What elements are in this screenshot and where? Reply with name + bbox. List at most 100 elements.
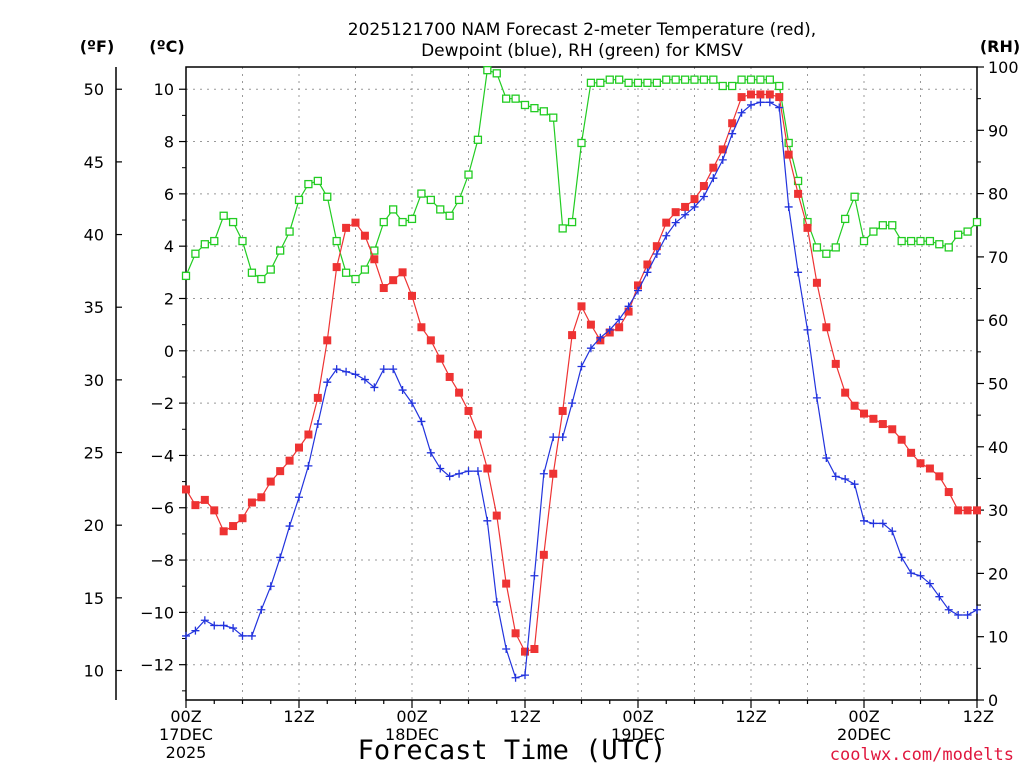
rh-point [709, 75, 718, 84]
rh-point [841, 214, 850, 224]
dewpoint-point [257, 605, 266, 614]
temperature-point [304, 430, 313, 439]
celsius-tick-label: −10 [140, 603, 174, 622]
dewpoint-point [784, 202, 793, 211]
temperature-point [888, 425, 897, 434]
dewpoint-point [511, 673, 520, 682]
temperature-point [521, 647, 529, 656]
temperature-point [850, 401, 859, 410]
rh-point [850, 192, 859, 201]
credit-label: coolwx.com/modelts [830, 745, 1014, 765]
temperature-point [615, 323, 624, 332]
dewpoint-point [445, 472, 454, 481]
temperature-point [408, 291, 416, 300]
rh-point [266, 265, 275, 274]
fahrenheit-tick-label: 25 [84, 444, 104, 463]
rh-point [756, 75, 765, 84]
temperature-point [257, 493, 266, 502]
temperature-point [671, 208, 680, 217]
rh-point [313, 176, 322, 186]
temperature-point [916, 459, 925, 468]
temperature-point [229, 522, 238, 531]
temperature-point [577, 302, 586, 311]
rh-point [633, 78, 643, 87]
time-tick-label: 00Z [170, 707, 201, 726]
rh-point [407, 214, 417, 224]
dewpoint-point [662, 231, 671, 240]
rh-point [304, 179, 313, 189]
rh-point [238, 236, 247, 246]
rh-point [690, 75, 699, 84]
dewpoint-point [671, 218, 680, 227]
dewpoint-point [219, 621, 228, 630]
temperature-point [342, 223, 351, 232]
celsius-tick-label: −8 [150, 551, 174, 570]
celsius-axis: −12 −10 −8 −6 −4 −2 0 2 4 6 8 10 [140, 80, 186, 692]
x-axis-title: Forecast Time (UTC) [358, 735, 667, 766]
dewpoint-point [323, 378, 332, 387]
temperature-point [360, 231, 369, 240]
rh-point [831, 243, 840, 252]
temperature-point [737, 93, 746, 102]
temperature-point [370, 255, 379, 264]
dewpoint-point [935, 592, 944, 601]
temperature-point [728, 119, 737, 128]
rh-point [417, 189, 426, 198]
rh-point [483, 66, 492, 75]
fahrenheit-tick-label: 30 [84, 371, 104, 390]
chart-title-line2: Dewpoint (blue), RH (green) for KMSV [421, 41, 743, 61]
celsius-tick-label: 2 [164, 289, 174, 308]
dewpoint-point [247, 631, 256, 640]
dewpoint-point [313, 420, 322, 429]
temperature-point [775, 93, 784, 102]
celsius-tick-label: 4 [164, 237, 174, 256]
rh-point [294, 195, 304, 205]
dewpoint-point [332, 365, 341, 374]
rh-tick-label: 100 [988, 58, 1019, 77]
rh-point [181, 271, 191, 281]
rh-point [925, 236, 935, 246]
dewpoint-point [690, 202, 699, 211]
dewpoint-point [878, 519, 887, 528]
dewpoint-point [869, 519, 878, 528]
temperature-point [549, 469, 558, 478]
rh-point [341, 268, 351, 277]
fahrenheit-axis: 10 15 20 25 30 35 40 45 50 [84, 80, 122, 681]
temperature-point [586, 320, 595, 329]
rh-point [935, 240, 944, 249]
rh-tick-label: 80 [988, 185, 1008, 204]
time-tick-label: 12Z [509, 707, 540, 726]
rh-point [586, 78, 596, 87]
time-tick-label: 00Z [622, 707, 653, 726]
temperature-point [718, 145, 727, 154]
rh-point [445, 211, 454, 220]
rh-point [323, 192, 332, 201]
temperature-point [812, 278, 821, 287]
temperature-point [455, 388, 464, 397]
temperature-point [558, 406, 567, 415]
dewpoint-point [841, 474, 850, 483]
dewpoint-point [681, 210, 690, 219]
dewpoint-point [652, 250, 661, 259]
rh-point [699, 75, 709, 84]
rh-point [332, 236, 341, 246]
temperature-point [860, 409, 868, 418]
rh-point [812, 243, 822, 252]
rh-unit-label: (RH) [980, 37, 1020, 56]
rh-point [737, 75, 746, 84]
rh-point [436, 205, 445, 214]
dewpoint-point [709, 174, 718, 183]
dewpoint-point [285, 522, 294, 531]
temperature-point [530, 644, 539, 653]
dewpoint-point [737, 108, 746, 117]
dewpoint-point [888, 527, 897, 536]
dewpoint-point [963, 610, 972, 619]
rh-point [191, 249, 200, 258]
dewpoint-point [643, 268, 652, 277]
dewpoint-point [389, 365, 398, 374]
chart-title-line1: 2025121700 NAM Forecast 2-meter Temperat… [348, 20, 816, 40]
temperature-point [492, 511, 501, 520]
temperature-point [624, 307, 633, 316]
